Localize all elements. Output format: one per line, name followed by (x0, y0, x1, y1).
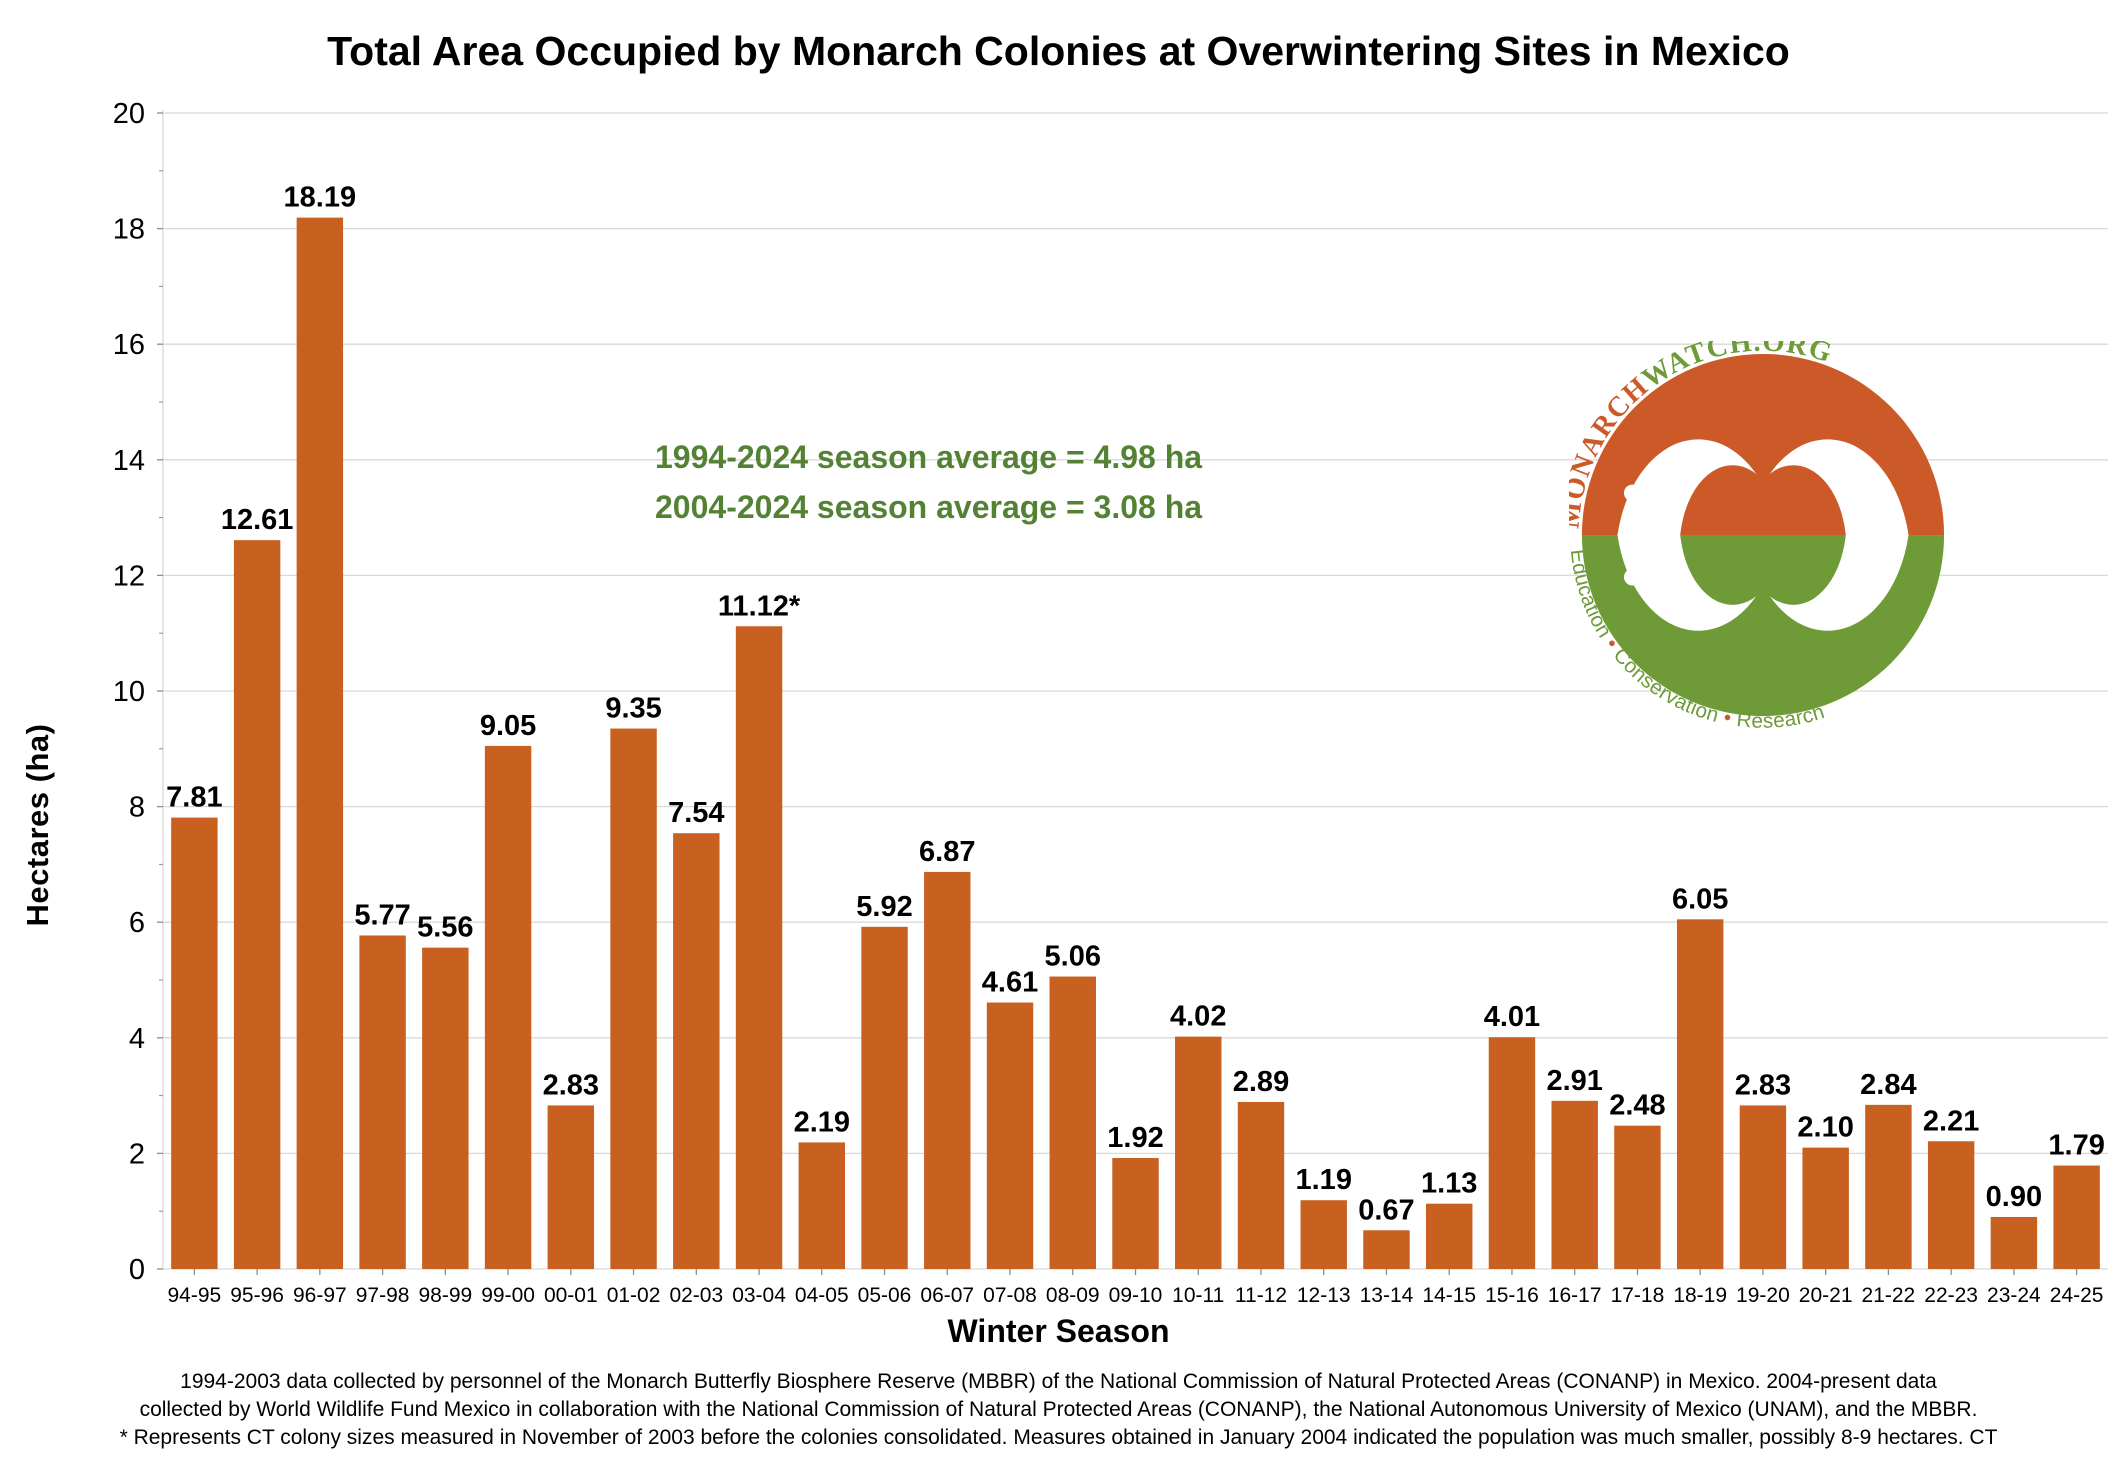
svg-text:17-18: 17-18 (1611, 1284, 1665, 1307)
svg-text:5.92: 5.92 (856, 891, 912, 923)
svg-text:00-01: 00-01 (544, 1284, 598, 1307)
svg-text:2.91: 2.91 (1546, 1065, 1602, 1097)
svg-text:1.19: 1.19 (1296, 1164, 1352, 1196)
svg-text:5.56: 5.56 (417, 912, 473, 944)
svg-text:07-08: 07-08 (983, 1284, 1037, 1307)
svg-text:10: 10 (113, 676, 145, 708)
svg-text:23-24: 23-24 (1987, 1284, 2041, 1307)
svg-text:9.05: 9.05 (480, 710, 536, 742)
svg-text:02-03: 02-03 (669, 1284, 723, 1307)
svg-text:16-17: 16-17 (1548, 1284, 1602, 1307)
svg-text:4.61: 4.61 (982, 967, 1038, 999)
svg-text:9.35: 9.35 (605, 693, 661, 725)
svg-text:1.79: 1.79 (2048, 1130, 2104, 1162)
svg-text:2.83: 2.83 (543, 1069, 599, 1101)
svg-text:4.01: 4.01 (1484, 1001, 1540, 1033)
svg-text:2.83: 2.83 (1735, 1069, 1791, 1101)
svg-text:0: 0 (129, 1254, 145, 1286)
svg-text:22-23: 22-23 (1924, 1284, 1978, 1307)
svg-text:98-99: 98-99 (418, 1284, 472, 1307)
svg-text:11.12*: 11.12* (718, 590, 801, 622)
svg-text:2.48: 2.48 (1609, 1090, 1665, 1122)
svg-text:2: 2 (129, 1138, 145, 1170)
svg-text:12: 12 (113, 560, 145, 592)
svg-text:4.02: 4.02 (1170, 1001, 1226, 1033)
svg-text:11-12: 11-12 (1235, 1284, 1287, 1307)
svg-text:16: 16 (113, 329, 145, 361)
svg-text:0.90: 0.90 (1986, 1181, 2042, 1213)
svg-text:4: 4 (129, 1023, 145, 1055)
svg-text:95-96: 95-96 (230, 1284, 284, 1307)
svg-text:05-06: 05-06 (858, 1284, 912, 1307)
svg-text:2.84: 2.84 (1860, 1069, 1916, 1101)
svg-text:01-02: 01-02 (607, 1284, 661, 1307)
svg-text:96-97: 96-97 (293, 1284, 347, 1307)
svg-text:20: 20 (113, 98, 145, 130)
svg-text:21-22: 21-22 (1862, 1284, 1916, 1307)
svg-text:18.19: 18.19 (284, 182, 357, 214)
svg-text:06-07: 06-07 (920, 1284, 974, 1307)
svg-text:20-21: 20-21 (1799, 1284, 1853, 1307)
svg-text:10-11: 10-11 (1172, 1284, 1224, 1307)
svg-text:5.77: 5.77 (354, 899, 410, 931)
svg-text:0.67: 0.67 (1358, 1194, 1414, 1226)
svg-text:1.13: 1.13 (1421, 1168, 1477, 1200)
svg-text:03-04: 03-04 (732, 1284, 786, 1307)
svg-text:15-16: 15-16 (1485, 1284, 1539, 1307)
svg-text:6.05: 6.05 (1672, 883, 1728, 915)
svg-text:8: 8 (129, 792, 145, 824)
svg-text:12-13: 12-13 (1297, 1284, 1351, 1307)
svg-text:2.21: 2.21 (1923, 1105, 1979, 1137)
svg-text:08-09: 08-09 (1046, 1284, 1100, 1307)
svg-text:1.92: 1.92 (1107, 1122, 1163, 1154)
svg-text:97-98: 97-98 (356, 1284, 410, 1307)
svg-text:2.10: 2.10 (1797, 1112, 1853, 1144)
svg-text:14: 14 (113, 445, 145, 477)
svg-text:12.61: 12.61 (221, 504, 294, 536)
svg-text:6: 6 (129, 907, 145, 939)
svg-text:7.54: 7.54 (668, 797, 724, 829)
svg-text:14-15: 14-15 (1422, 1284, 1476, 1307)
svg-text:13-14: 13-14 (1360, 1284, 1414, 1307)
svg-text:18-19: 18-19 (1673, 1284, 1727, 1307)
svg-text:18: 18 (113, 214, 145, 246)
svg-text:2.19: 2.19 (794, 1106, 850, 1138)
svg-text:99-00: 99-00 (481, 1284, 535, 1307)
svg-text:04-05: 04-05 (795, 1284, 849, 1307)
svg-text:24-25: 24-25 (2050, 1284, 2104, 1307)
svg-text:94-95: 94-95 (168, 1284, 222, 1307)
svg-text:19-20: 19-20 (1736, 1284, 1790, 1307)
svg-text:5.06: 5.06 (1045, 941, 1101, 973)
svg-text:2.89: 2.89 (1233, 1066, 1289, 1098)
svg-text:09-10: 09-10 (1109, 1284, 1163, 1307)
svg-text:7.81: 7.81 (166, 782, 222, 814)
svg-text:6.87: 6.87 (919, 836, 975, 868)
